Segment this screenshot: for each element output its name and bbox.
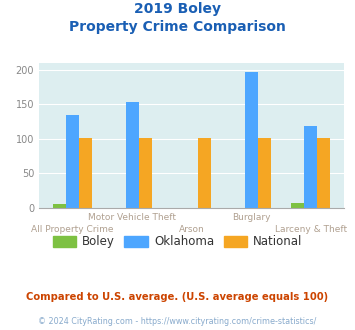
Text: Motor Vehicle Theft: Motor Vehicle Theft bbox=[88, 213, 176, 222]
Bar bbox=[53, 205, 66, 208]
Bar bbox=[291, 203, 304, 208]
Bar bbox=[304, 126, 317, 208]
Text: All Property Crime: All Property Crime bbox=[31, 225, 114, 234]
Text: Burglary: Burglary bbox=[232, 213, 271, 222]
Text: Compared to U.S. average. (U.S. average equals 100): Compared to U.S. average. (U.S. average … bbox=[26, 292, 329, 302]
Text: © 2024 CityRating.com - https://www.cityrating.com/crime-statistics/: © 2024 CityRating.com - https://www.city… bbox=[38, 317, 317, 326]
Bar bbox=[66, 115, 79, 208]
Bar bbox=[317, 138, 331, 208]
Text: Larceny & Theft: Larceny & Theft bbox=[275, 225, 347, 234]
Bar bbox=[126, 102, 139, 208]
Bar bbox=[198, 138, 211, 208]
Bar bbox=[258, 138, 271, 208]
Legend: Boley, Oklahoma, National: Boley, Oklahoma, National bbox=[48, 231, 307, 253]
Bar bbox=[139, 138, 152, 208]
Text: Property Crime Comparison: Property Crime Comparison bbox=[69, 20, 286, 34]
Bar bbox=[245, 72, 258, 208]
Text: 2019 Boley: 2019 Boley bbox=[134, 2, 221, 16]
Bar bbox=[79, 138, 92, 208]
Text: Arson: Arson bbox=[179, 225, 204, 234]
